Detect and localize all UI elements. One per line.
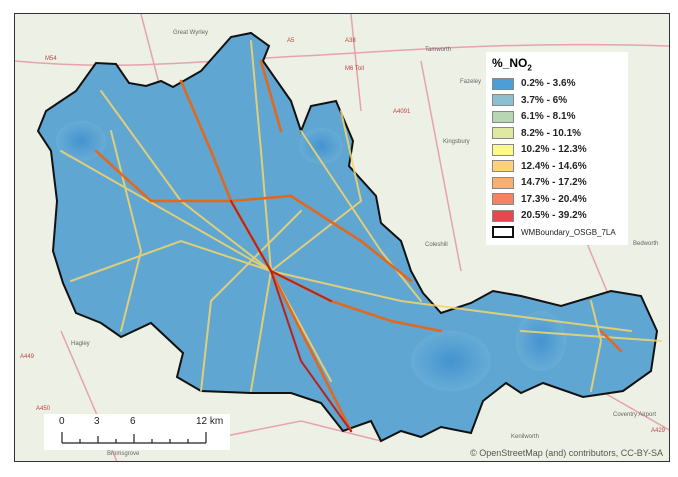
map-canvas[interactable] xyxy=(15,14,670,462)
legend-swatch xyxy=(492,110,514,123)
scale-label: 12 km xyxy=(196,416,224,427)
legend-label: 12.4% - 14.6% xyxy=(521,160,587,172)
town-label: Tamworth xyxy=(425,47,452,53)
road-label: A429 xyxy=(651,428,666,434)
scale-label: 3 xyxy=(94,416,100,427)
legend-item: 8.2% - 10.1% xyxy=(492,125,622,142)
legend-item: 6.1% - 8.1% xyxy=(492,108,622,125)
legend-swatch xyxy=(492,94,514,107)
legend-item: 0.2% - 3.6% xyxy=(492,75,622,92)
legend-item: 17.3% - 20.4% xyxy=(492,191,622,208)
town-label: Great Wyrley xyxy=(173,30,208,36)
legend-title-subscript: 2 xyxy=(527,63,532,73)
legend-swatch xyxy=(492,193,514,206)
legend-item: 3.7% - 6% xyxy=(492,92,622,109)
legend-label: 17.3% - 20.4% xyxy=(521,193,587,205)
road-label: A449 xyxy=(20,354,35,360)
town-label: Kingsbury xyxy=(443,139,470,145)
legend-title: %_NO2 xyxy=(492,56,622,72)
map-legend: %_NO2 0.2% - 3.6% 3.7% - 6% 6.1% - 8.1% 8.2… xyxy=(486,52,628,246)
road-label: A4091 xyxy=(393,109,411,115)
no2-hotspots xyxy=(56,121,566,391)
town-label: Fazeley xyxy=(460,79,482,85)
road-label: A450 xyxy=(36,406,51,412)
town-label: Kenilworth xyxy=(511,434,540,440)
legend-label: 6.1% - 8.1% xyxy=(521,111,576,123)
map-attribution: © OpenStreetMap (and) contributors, CC-B… xyxy=(470,448,663,458)
legend-label: 8.2% - 10.1% xyxy=(521,127,582,139)
town-label: Bromsgrove xyxy=(107,451,140,457)
legend-item: 10.2% - 12.3% xyxy=(492,141,622,158)
road-label: M6 Toll xyxy=(345,66,364,72)
scale-bar: 0 3 6 12 km xyxy=(44,414,230,450)
road-label: A5 xyxy=(287,38,295,44)
legend-label: 3.7% - 6% xyxy=(521,94,568,106)
west-midlands-boundary xyxy=(36,31,659,443)
road-label: M54 xyxy=(45,56,57,62)
legend-swatch xyxy=(492,176,514,189)
boundary-swatch xyxy=(492,226,514,239)
town-label: Bedworth xyxy=(633,241,659,247)
legend-item: 20.5% - 39.2% xyxy=(492,207,622,224)
town-label: Coleshill xyxy=(425,242,448,248)
scale-bar-ruler xyxy=(61,432,207,444)
legend-label: WMBoundary_OSGB_7LA xyxy=(521,227,616,237)
scale-label: 0 xyxy=(59,416,65,427)
legend-item-boundary: WMBoundary_OSGB_7LA xyxy=(492,224,622,241)
legend-swatch xyxy=(492,143,514,156)
town-label: Hagley xyxy=(71,341,90,347)
legend-title-text: %_NO xyxy=(492,56,528,70)
legend-label: 14.7% - 17.2% xyxy=(521,177,587,189)
legend-label: 0.2% - 3.6% xyxy=(521,78,576,90)
legend-item: 14.7% - 17.2% xyxy=(492,174,622,191)
scale-label: 6 xyxy=(130,416,136,427)
legend-label: 20.5% - 39.2% xyxy=(521,210,587,222)
town-label: Coventry Airport xyxy=(613,412,657,418)
legend-swatch xyxy=(492,77,514,90)
legend-item: 12.4% - 14.6% xyxy=(492,158,622,175)
road-label: A38 xyxy=(345,38,356,44)
no2-road-network xyxy=(60,40,662,433)
legend-label: 10.2% - 12.3% xyxy=(521,144,587,156)
legend-swatch xyxy=(492,209,514,222)
legend-swatch xyxy=(492,127,514,140)
legend-swatch xyxy=(492,160,514,173)
